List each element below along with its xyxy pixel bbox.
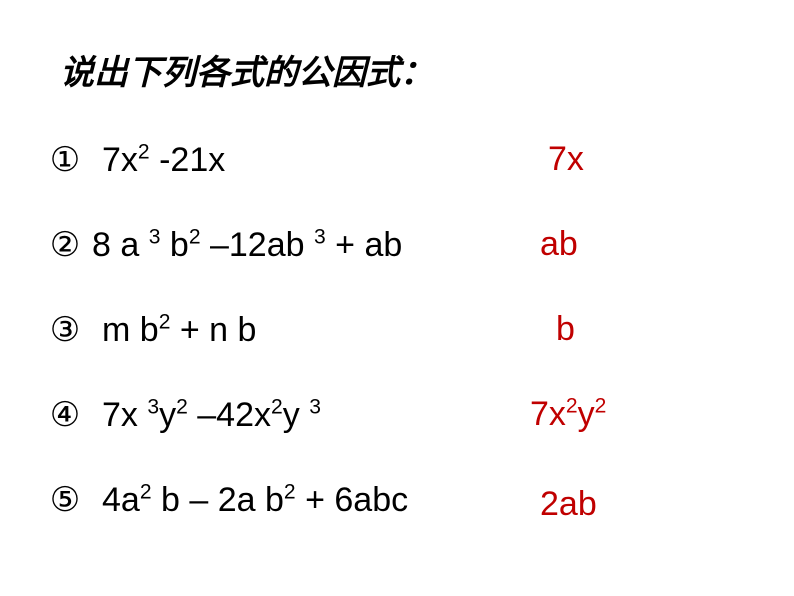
answer-text: 7x2y2	[530, 395, 606, 434]
row-marker: ④	[40, 395, 90, 435]
expression-row: ⑤ 4a2 b – 2a b2 + 6abc	[40, 480, 794, 520]
row-marker: ②	[40, 225, 90, 265]
expression-row: ① 7x2 -21x	[40, 140, 794, 180]
expression-row: ③ m b2 + n b	[40, 310, 794, 350]
answer-text: b	[556, 310, 575, 349]
page-title: 说出下列各式的公因式：	[60, 45, 434, 94]
row-marker: ①	[40, 140, 90, 180]
answer-text: 7x	[548, 140, 584, 179]
row-marker: ⑤	[40, 480, 90, 520]
expression-text: 4a2 b – 2a b2 + 6abc	[102, 481, 408, 520]
answer-text: ab	[540, 225, 578, 264]
expression-text: 7x2 -21x	[102, 141, 225, 180]
row-marker: ③	[40, 310, 90, 350]
expression-text: 8 a 3 b2 –12ab 3 + ab	[92, 226, 402, 265]
answer-text: 2ab	[540, 485, 597, 524]
expression-row: ④ 7x 3y2 –42x2y 3	[40, 395, 794, 435]
expression-text: 7x 3y2 –42x2y 3	[102, 396, 321, 435]
expression-text: m b2 + n b	[102, 311, 256, 350]
expression-row: ②8 a 3 b2 –12ab 3 + ab	[40, 225, 794, 265]
